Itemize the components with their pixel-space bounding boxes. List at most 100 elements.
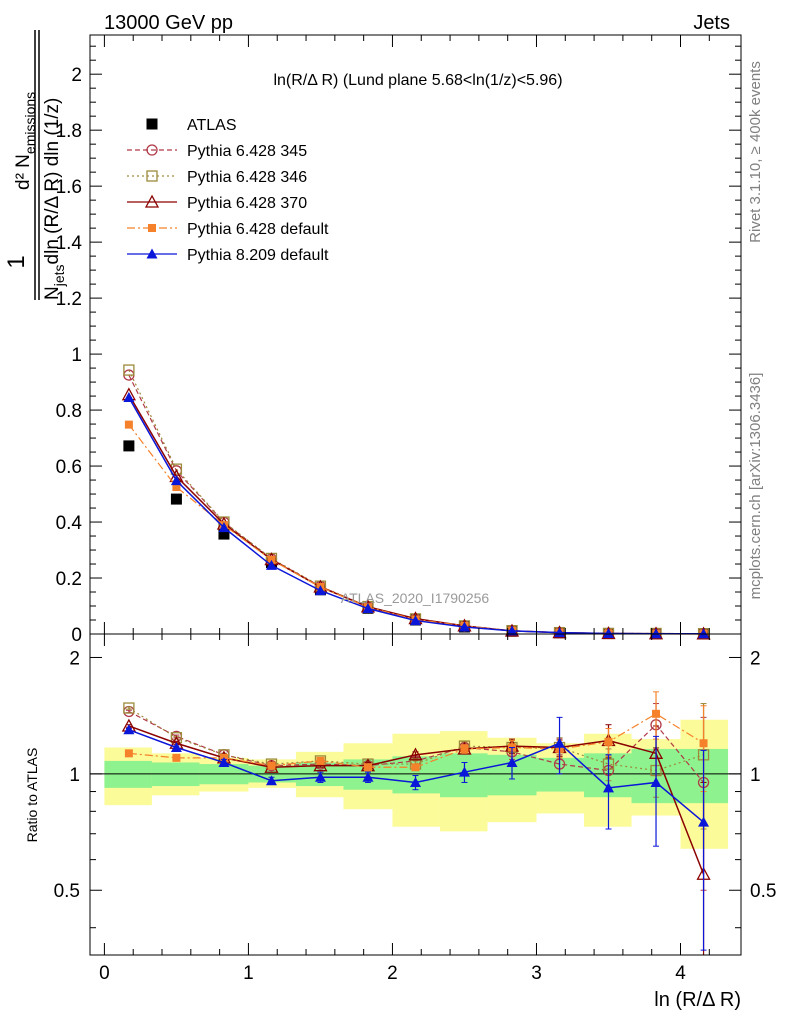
x-tick-label: 0	[99, 963, 110, 984]
x-tick-label: 3	[531, 963, 542, 984]
ylabel-den-main: N	[42, 286, 63, 300]
ratio-frame	[89, 633, 742, 956]
ratio-point-p6def	[652, 709, 661, 718]
ratio-y-tick-label: 0.5	[54, 881, 80, 902]
y-tick-label: 1	[71, 345, 82, 366]
y-tick-label: 1.8	[56, 121, 82, 142]
data-point-p8def	[698, 628, 710, 639]
ratio-y-tick-label-right: 1	[750, 765, 761, 786]
x-tick-label: 4	[675, 963, 686, 984]
y-tick-label: 1.6	[56, 177, 82, 198]
analysis-watermark: ATLAS_2020_I1790256	[341, 590, 490, 606]
rivet-label: Rivet 3.1.10, ≥ 400k events	[747, 61, 764, 243]
ratio-point-p8def	[218, 756, 230, 767]
y-tick-label: 1.2	[56, 289, 82, 310]
ratio-point-p8def	[554, 737, 566, 748]
ylabel-den-sub: jets	[51, 264, 67, 287]
ylabel-num-main: d² N	[13, 154, 34, 190]
band-inner	[536, 757, 585, 792]
main-panel: ATLAS_2020_I1790256 ln(R/Δ R) (Lund plan…	[56, 34, 742, 646]
y-tick-label: 0.4	[56, 513, 83, 534]
ratio-y-tick-label: 2	[69, 648, 80, 669]
data-point-p8def	[650, 628, 662, 639]
ratio-ylabel: Ratio to ATLAS	[24, 748, 40, 843]
legend-label-p346: Pythia 6.428 346	[187, 169, 307, 186]
ratio-point-p8def	[410, 776, 421, 787]
ratio-point-p8def	[650, 776, 662, 787]
ratio-point-p6def	[267, 761, 276, 770]
ratio-point-p8def	[170, 741, 182, 752]
panel-title: ln(R/Δ R) (Lund plane 5.68<ln(1/z)<5.96)	[273, 72, 562, 89]
ratio-point-p6def	[411, 763, 420, 772]
ratio-point-p346	[123, 702, 135, 714]
ylabel-den-rest: dln (R/Δ R) dln (1/z)	[42, 98, 63, 265]
ratio-point-p8def	[458, 766, 470, 777]
band-inner	[104, 760, 152, 788]
legend-marker-p370	[144, 194, 160, 208]
legend-marker-p8def	[146, 248, 158, 259]
ratio-point-p370	[408, 747, 423, 761]
ratio-point-p6def	[460, 744, 469, 753]
y-tick-label: 0.8	[56, 401, 82, 422]
legend-marker-p6def	[148, 224, 156, 232]
ylabel-prefix: 1	[3, 255, 30, 268]
ratio-point-p8def	[314, 771, 326, 782]
ratio-point-p8def	[602, 782, 614, 793]
legend-marker-atlas	[146, 118, 158, 130]
legend-label-p345: Pythia 6.428 345	[187, 143, 307, 160]
data-point-atlas	[170, 493, 182, 505]
ratio-point-p6def	[363, 763, 372, 772]
data-point-p8def	[265, 559, 277, 570]
ratio-point-p8def	[265, 775, 277, 786]
ratio-point-p8def	[362, 771, 374, 782]
y-tick-label: 0.2	[56, 569, 82, 590]
ratio-point-p8def	[506, 756, 518, 767]
band-inner	[392, 756, 440, 794]
ratio-point-p6def	[172, 753, 181, 762]
data-point-p8def	[362, 603, 374, 614]
ratio-point-p370	[313, 758, 328, 772]
header-left: 13000 GeV pp	[104, 12, 233, 34]
data-point-p8def	[554, 627, 566, 638]
band-inner	[680, 748, 729, 804]
ratio-point-p8def	[698, 816, 710, 827]
x-axis-label: ln (R/Δ R)	[654, 989, 741, 1011]
ratio-curves	[121, 691, 711, 956]
y-tick-label: 0.6	[56, 457, 82, 478]
data-point-p8def	[218, 522, 230, 533]
data-point-p6def	[172, 483, 181, 492]
mcplots-label: mcplots.cern.ch [arXiv:1306.3436]	[747, 373, 764, 600]
ratio-point-p6def	[604, 737, 613, 746]
x-tick-label: 1	[243, 963, 254, 984]
data-point-p8def	[410, 615, 421, 626]
legend-label-p8def: Pythia 8.209 default	[187, 247, 329, 264]
y-tick-label: 0	[71, 625, 82, 646]
data-point-p8def	[602, 627, 614, 638]
ratio-point-p6def	[699, 739, 708, 748]
ratio-point-p6def	[316, 756, 325, 765]
legend-label-p370: Pythia 6.428 370	[187, 195, 307, 212]
legend-marker-p345	[146, 144, 158, 156]
header-right: Jets	[693, 12, 730, 34]
y-tick-label: 1.4	[56, 233, 83, 254]
ylabel-num-sub: emissions	[22, 92, 38, 154]
ratio-point-p6def	[124, 749, 133, 758]
data-point-p8def	[170, 475, 182, 486]
data-point-p8def	[314, 585, 326, 596]
ratio-y-tick-label-right: 2	[750, 648, 761, 669]
main-ylabel: 1 d² Nemissions Njetsdln (R/Δ R) dln (1/…	[3, 30, 67, 300]
ratio-axes: 0.5 1 2 0.5 1 2 0 1 2 3 4	[54, 633, 776, 984]
data-point-p6def	[124, 420, 133, 429]
ratio-y-tick-label-right: 0.5	[750, 881, 776, 902]
main-axes: 0 0.2 0.4 0.6 0.8 1 1.2 1.4 1.6 1.8 2	[56, 34, 742, 646]
data-point-p6def	[267, 555, 276, 564]
legend-label-atlas: ATLAS	[187, 117, 237, 134]
data-point-p8def	[506, 625, 518, 636]
x-tick-label: 2	[387, 963, 398, 984]
data-point-p8def	[123, 391, 135, 402]
data-point-p8def	[458, 621, 470, 632]
legend: ATLAS Pythia 6.428 345 Pythia 6.428 346 Pyt…	[127, 117, 329, 264]
ratio-panel: 0.5 1 2 0.5 1 2 0 1 2 3 4	[54, 633, 776, 984]
